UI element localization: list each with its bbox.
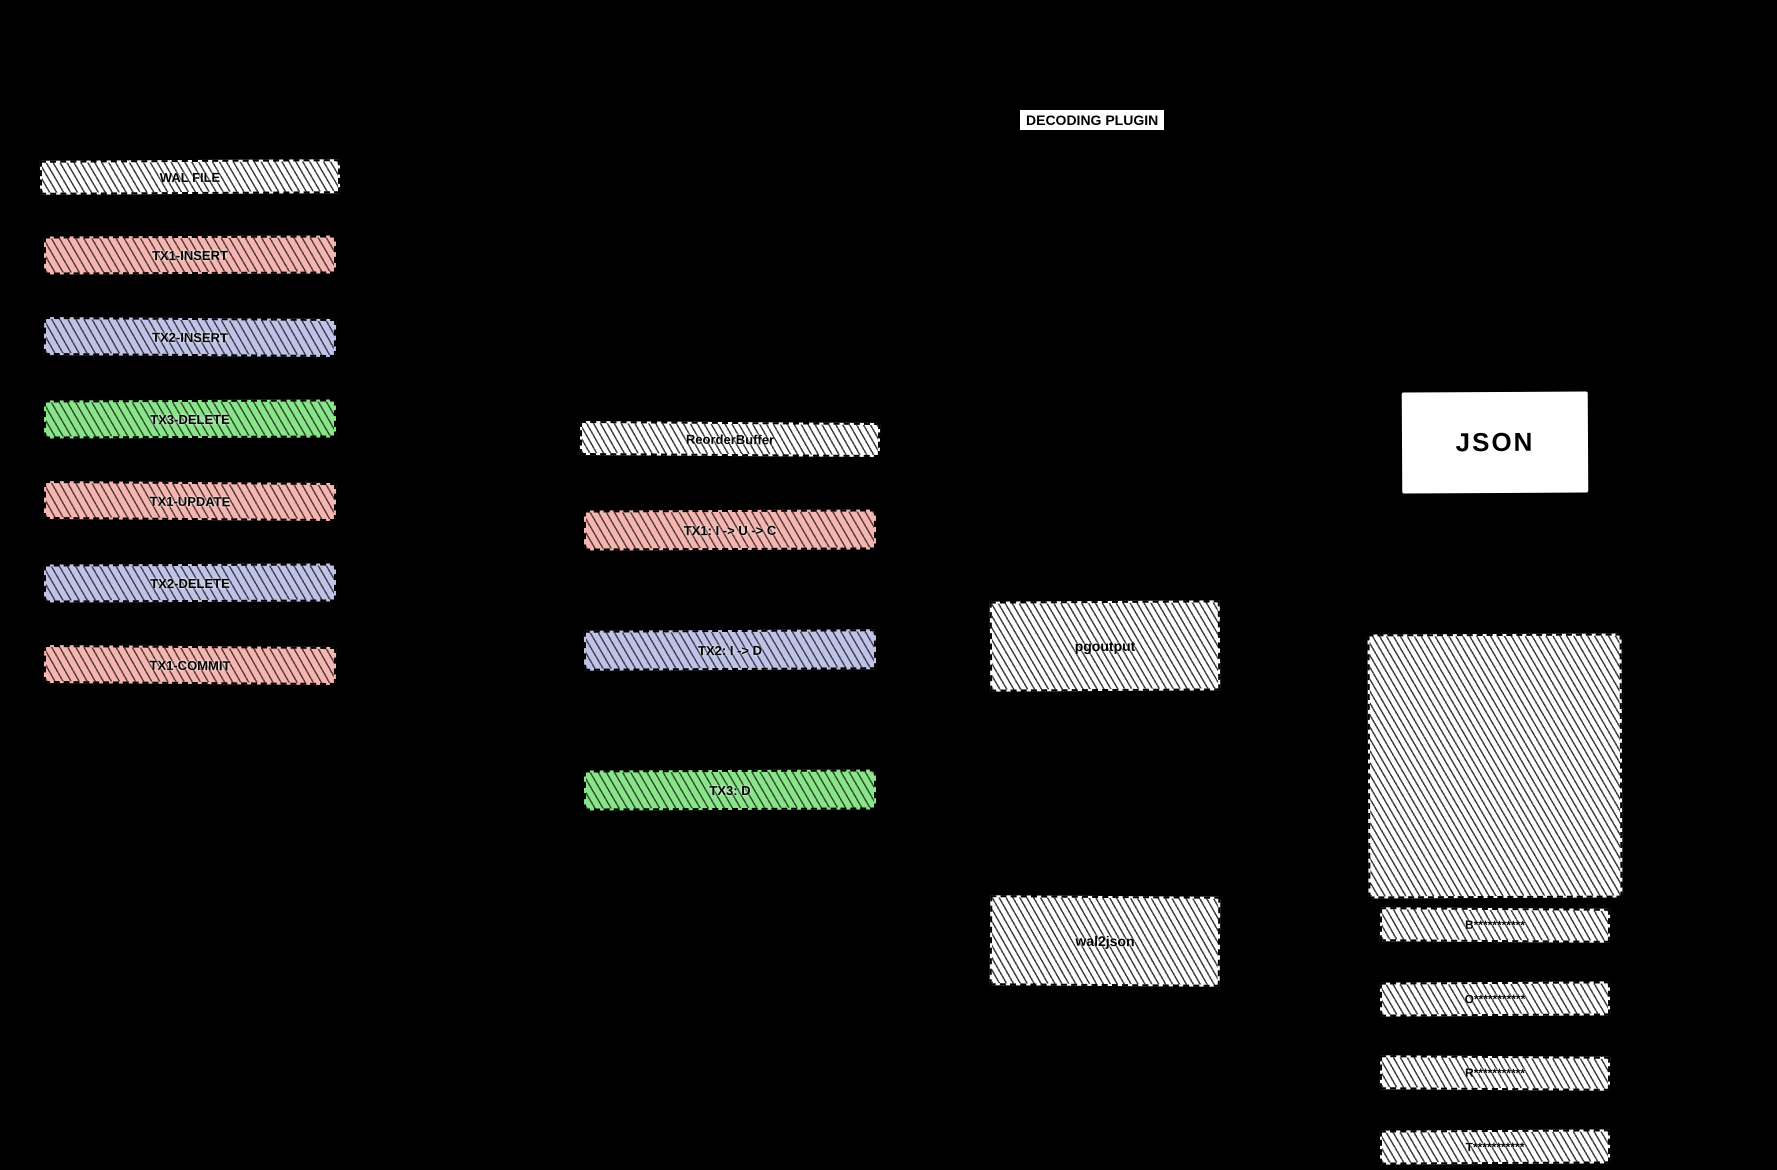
pgoutput-msg-row: O*********** [1380, 981, 1610, 1016]
decoding-plugin-title: DECODING PLUGIN [1020, 110, 1164, 130]
box-label: TX3-DELETE [150, 411, 230, 426]
decoding-plugin-box: wal2json [990, 895, 1221, 987]
wal-row: TX1-COMMIT [44, 645, 336, 685]
pgoutput-container [1368, 634, 1623, 899]
json-output-box: JSON [1400, 390, 1591, 496]
box-label: TX1-INSERT [152, 247, 228, 262]
box-label: TX2-DELETE [150, 575, 230, 590]
box-label: TX1-COMMIT [149, 657, 230, 673]
box-label: pgoutput [1075, 638, 1136, 654]
wal-row: TX2-INSERT [44, 317, 336, 357]
box-label: TX1-UPDATE [150, 493, 231, 509]
wal-file-header: WAL FILE [40, 159, 340, 195]
box-label: O*********** [1465, 992, 1526, 1006]
pgoutput-msg-row: B*********** [1380, 907, 1610, 943]
box-label: T*********** [1466, 1140, 1525, 1154]
wal-row: TX3-DELETE [44, 399, 336, 438]
wal-row: TX1-UPDATE [44, 481, 336, 521]
decoding-plugin-box: pgoutput [990, 600, 1220, 691]
reorderbuffer-header: ReorderBuffer [580, 421, 880, 457]
wal-row: TX2-DELETE [44, 563, 336, 602]
box-label: TX1: I -> U -> C [684, 522, 777, 537]
reorder-row: TX2: I -> D [584, 629, 876, 671]
box-label: TX3: D [709, 782, 750, 797]
pgoutput-msg-row: R*********** [1380, 1055, 1610, 1091]
box-label: R*********** [1465, 1066, 1525, 1080]
wal-row: TX1-INSERT [44, 235, 336, 274]
box-label: ReorderBuffer [686, 431, 774, 447]
pgoutput-msg-row: T*********** [1380, 1129, 1610, 1164]
reorder-row: TX3: D [584, 769, 876, 810]
box-label: TX2-INSERT [152, 329, 228, 345]
box-label: wal2json [1075, 933, 1134, 949]
reorder-row: TX1: I -> U -> C [584, 509, 876, 550]
box-label: WAL FILE [160, 169, 221, 184]
box-label: B*********** [1465, 918, 1525, 932]
box-label: TX2: I -> D [698, 642, 762, 657]
